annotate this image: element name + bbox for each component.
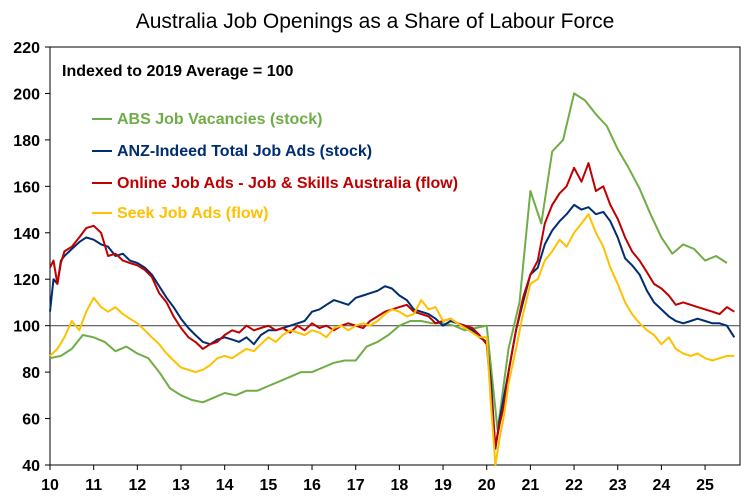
x-tick-label: 23: [609, 477, 627, 494]
legend-label: Online Job Ads - Job & Skills Australia …: [117, 175, 458, 192]
y-tick-label: 220: [13, 40, 40, 57]
x-tick-label: 10: [41, 477, 59, 494]
y-tick-label: 200: [13, 86, 40, 103]
x-tick-label: 14: [216, 477, 234, 494]
x-tick-label: 19: [434, 477, 452, 494]
series-line-2: [49, 203, 736, 450]
y-tick-label: 100: [13, 319, 40, 336]
x-tick-label: 17: [347, 477, 365, 494]
y-tick-label: 120: [13, 272, 40, 289]
x-tick-label: 20: [478, 477, 496, 494]
y-tick-label: 140: [13, 226, 40, 243]
series-line-4: [49, 213, 735, 466]
x-tick-label: 12: [128, 477, 146, 494]
x-tick-label: 25: [696, 477, 714, 494]
x-tick-label: 13: [172, 477, 190, 494]
y-tick-label: 180: [13, 133, 40, 150]
y-tick-label: 40: [22, 458, 40, 475]
legend: ABS Job Vacancies (stock) ANZ-Indeed Tota…: [92, 111, 458, 222]
y-tick-label: 160: [13, 179, 40, 196]
x-tick-label: 16: [303, 477, 321, 494]
y-tick-label: 80: [22, 365, 40, 382]
x-axis: 10 11 12 13 14 15 16 17 18 19 20 21 22 23 24 25: [41, 465, 714, 494]
x-tick-label: 15: [259, 477, 277, 494]
x-tick-label: 22: [565, 477, 583, 494]
chart-title: Australia Job Openings as a Share of Lab…: [136, 10, 615, 33]
y-axis: 40 60 80 100 120 140 160 180 200 220: [13, 40, 50, 475]
index-note: Indexed to 2019 Average = 100: [62, 63, 293, 80]
legend-label: ABS Job Vacancies (stock): [117, 111, 322, 128]
legend-label: ANZ-Indeed Total Job Ads (stock): [117, 143, 372, 160]
y-tick-label: 60: [22, 412, 40, 429]
x-tick-label: 18: [390, 477, 408, 494]
series-line-1: [49, 92, 728, 432]
legend-label: Seek Job Ads (flow): [117, 205, 268, 222]
plot-area: [49, 46, 741, 466]
x-tick-label: 24: [652, 477, 670, 494]
x-tick-label: 11: [85, 477, 102, 494]
x-tick-label: 21: [521, 477, 539, 494]
series-lines: [49, 92, 736, 466]
